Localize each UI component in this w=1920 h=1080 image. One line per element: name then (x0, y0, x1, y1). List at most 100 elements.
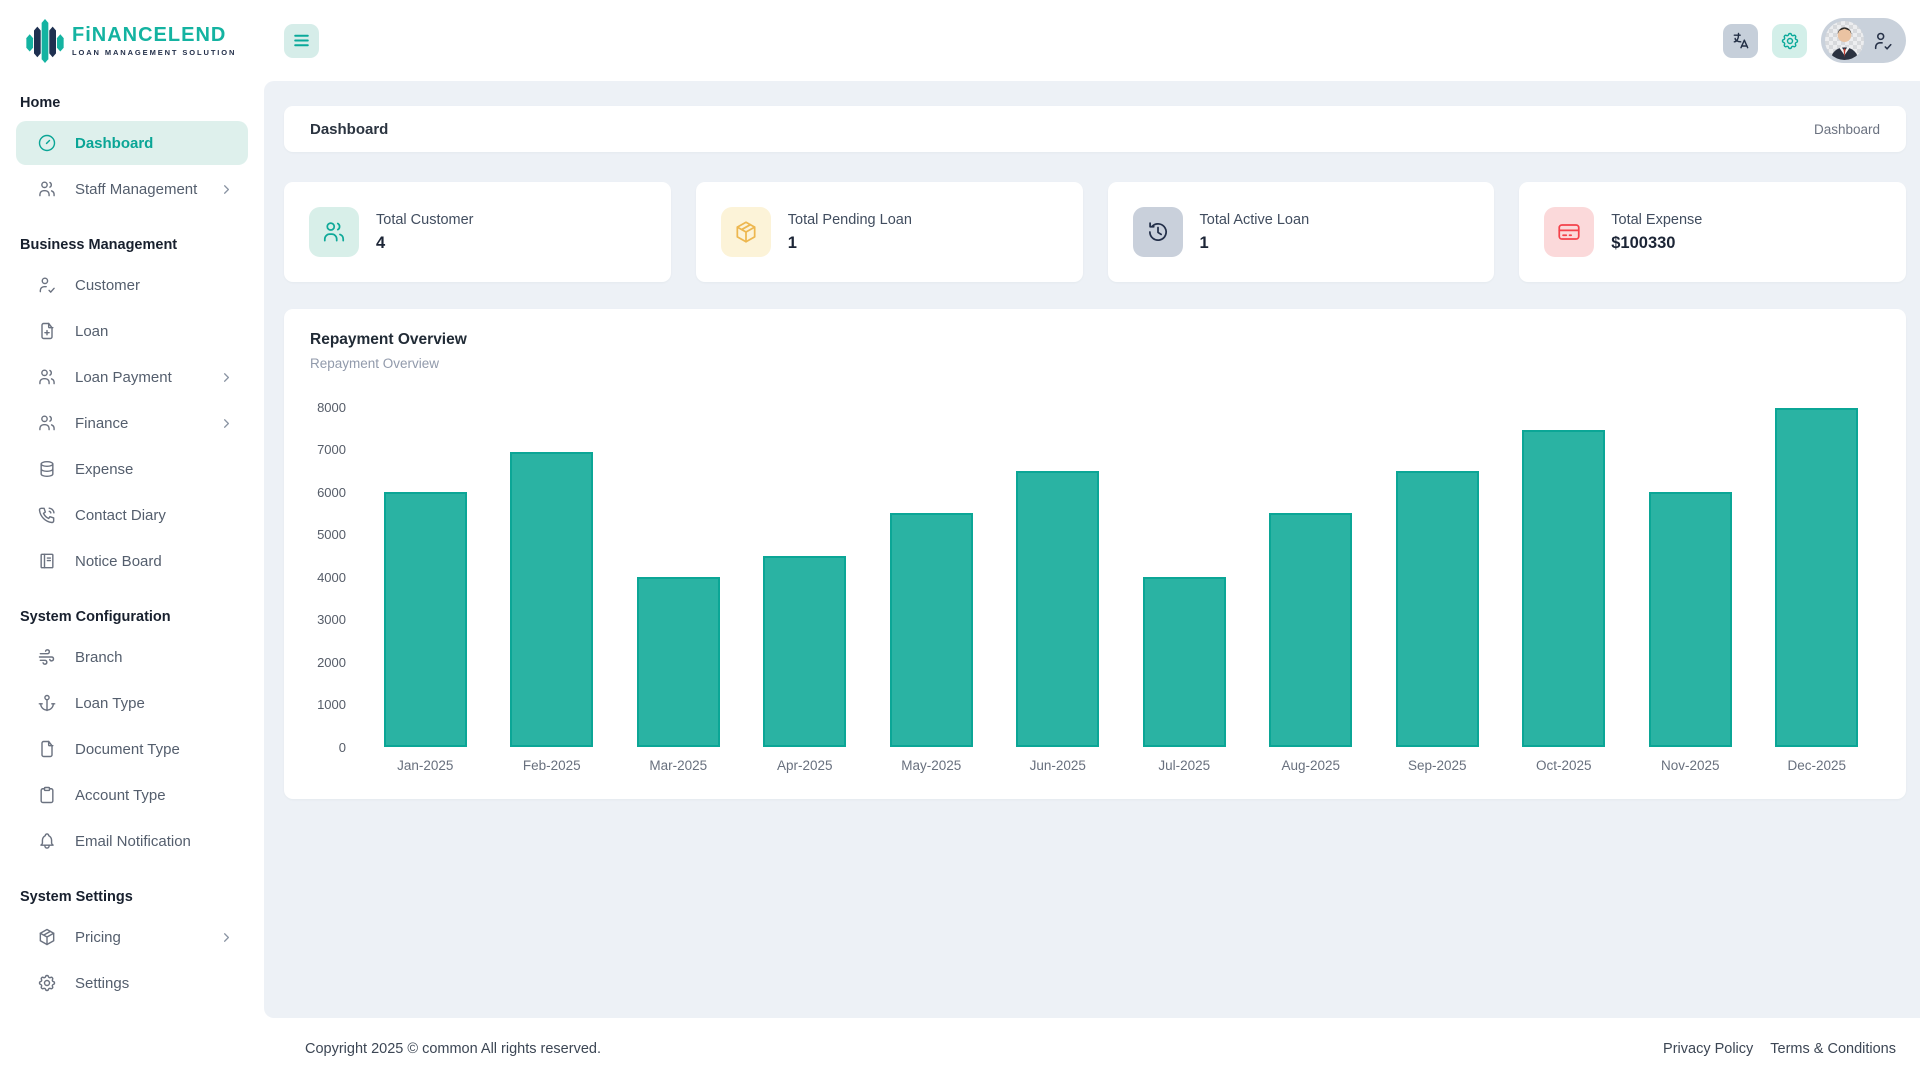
sidebar-item-email-notification[interactable]: Email Notification (16, 819, 248, 863)
bar-chart: 8000 7000 6000 5000 4000 3000 2000 1000 0 Jan-20… (310, 399, 1880, 773)
bar-column (1501, 407, 1628, 747)
privacy-policy-link[interactable]: Privacy Policy (1663, 1041, 1754, 1057)
clipboard-icon (37, 785, 57, 805)
bar-column (489, 407, 616, 747)
repayment-overview-chart-card: Repayment Overview Repayment Overview 80… (284, 309, 1906, 799)
chevron-right-icon (219, 416, 234, 431)
bar-Sep-2025 (1395, 470, 1479, 747)
sidebar-item-account-type[interactable]: Account Type (16, 773, 248, 817)
bar-column (742, 407, 869, 747)
sidebar-item-label: Document Type (75, 740, 180, 758)
brand-tagline: LOAN MANAGEMENT SOLUTION (72, 47, 237, 57)
sidebar-item-document-type[interactable]: Document Type (16, 727, 248, 771)
sidebar-item-contact-diary[interactable]: Contact Diary (16, 493, 248, 537)
sidebar-item-loan-payment[interactable]: Loan Payment (16, 355, 248, 399)
sidebar-item-label: Contact Diary (75, 506, 166, 524)
sidebar-item-label: Loan (75, 322, 109, 340)
stat-value: 1 (1199, 233, 1209, 252)
sidebar-item-finance[interactable]: Finance (16, 401, 248, 445)
database-icon (37, 459, 57, 479)
sidebar-item-dashboard[interactable]: Dashboard (16, 121, 248, 165)
dashboard-icon (37, 133, 57, 153)
chart-title: Repayment Overview (310, 331, 467, 348)
stat-label: Total Expense (1611, 211, 1703, 228)
sidebar-item-loan[interactable]: Loan (16, 309, 248, 353)
chart-y-axis: 8000 7000 6000 5000 4000 3000 2000 1000 0 (317, 399, 346, 755)
bar-column (868, 407, 995, 747)
hamburger-menu-icon (292, 31, 311, 50)
stat-card-total-expense: Total Expense $100330 (1519, 182, 1906, 282)
credit-card-icon (1544, 207, 1595, 257)
language-button[interactable] (1723, 23, 1758, 58)
bell-icon (37, 831, 57, 851)
sidebar-section-system-settings: System Settings (20, 889, 133, 905)
gear-icon (1780, 31, 1800, 51)
bar-column (995, 407, 1122, 747)
sidebar-item-pricing[interactable]: Pricing (16, 915, 248, 959)
sidebar-item-label: Email Notification (75, 832, 191, 850)
users-icon (37, 179, 57, 199)
package-icon (37, 927, 57, 947)
file-plus-icon (37, 321, 57, 341)
sidebar-item-label: Dashboard (75, 134, 154, 152)
brand-building-icon (26, 18, 64, 63)
terms-conditions-link[interactable]: Terms & Conditions (1770, 1041, 1896, 1057)
bar-Mar-2025 (636, 577, 720, 747)
user-menu[interactable] (1821, 18, 1906, 63)
users-icon (37, 413, 57, 433)
chevron-right-icon (219, 182, 234, 197)
breadcrumb[interactable]: Dashboard (1813, 121, 1880, 137)
brand-logo: FiNANCELEND LOAN MANAGEMENT SOLUTION (0, 18, 264, 63)
stat-card-total-pending-loan: Total Pending Loan 1 (695, 182, 1083, 282)
sidebar-item-settings[interactable]: Settings (16, 961, 248, 1005)
sidebar-item-staff-management[interactable]: Staff Management (16, 167, 248, 211)
stat-label: Total Customer (376, 211, 474, 228)
bar-May-2025 (889, 513, 973, 747)
bar-column (362, 407, 489, 747)
chevron-right-icon (219, 370, 234, 385)
stat-value: 1 (787, 233, 797, 252)
chart-plot-area: Jan-2025 Feb-2025 Mar-2025 Apr-2025 May-2025… (362, 407, 1880, 773)
bar-Jan-2025 (383, 492, 467, 747)
sidebar-item-loan-type[interactable]: Loan Type (16, 681, 248, 725)
x-axis-label: Mar-2025 (649, 758, 708, 773)
bar-column (1248, 407, 1375, 747)
file-icon (37, 739, 57, 759)
settings-button[interactable] (1772, 23, 1807, 58)
chart-bars (362, 407, 1880, 747)
sidebar-item-notice-board[interactable]: Notice Board (16, 539, 248, 583)
stat-value: 4 (376, 233, 386, 252)
footer: Copyright 2025 © common All rights reser… (264, 1018, 1920, 1080)
translate-icon (1731, 31, 1751, 51)
phone-call-icon (37, 505, 57, 525)
x-axis-label: Apr-2025 (776, 758, 833, 773)
bar-column (1374, 407, 1501, 747)
bar-Dec-2025 (1775, 407, 1859, 747)
sidebar-item-label: Settings (75, 974, 130, 992)
brand-name: FiNANCELEND (72, 23, 227, 46)
notebook-icon (37, 551, 57, 571)
page-title: Dashboard (310, 120, 389, 138)
sidebar-item-label: Finance (75, 414, 129, 432)
sidebar-item-expense[interactable]: Expense (16, 447, 248, 491)
users-icon (309, 207, 359, 257)
stat-card-total-active-loan: Total Active Loan 1 (1107, 182, 1495, 282)
bar-Apr-2025 (763, 555, 847, 747)
sidebar-item-customer[interactable]: Customer (16, 263, 248, 307)
sidebar-toggle-button[interactable] (284, 23, 319, 58)
page-header: Dashboard Dashboard (284, 106, 1906, 152)
sidebar-section-system-configuration: System Configuration (20, 609, 171, 625)
sidebar-item-branch[interactable]: Branch (16, 635, 248, 679)
stat-label: Total Pending Loan (787, 211, 912, 228)
main-content: Dashboard Dashboard Total Customer 4 Tot… (264, 81, 1920, 1018)
stat-label: Total Active Loan (1199, 211, 1310, 228)
x-axis-label: Jun-2025 (1029, 758, 1086, 773)
sidebar-item-label: Pricing (75, 928, 121, 946)
stat-value: $100330 (1611, 233, 1676, 252)
x-axis-label: May-2025 (901, 758, 962, 773)
sidebar-item-label: Loan Payment (75, 368, 172, 386)
bar-Jul-2025 (1142, 577, 1226, 747)
sidebar: Home Dashboard Staff Management Business… (0, 81, 264, 1080)
x-axis-label: Feb-2025 (522, 758, 581, 773)
user-check-icon (37, 275, 57, 295)
